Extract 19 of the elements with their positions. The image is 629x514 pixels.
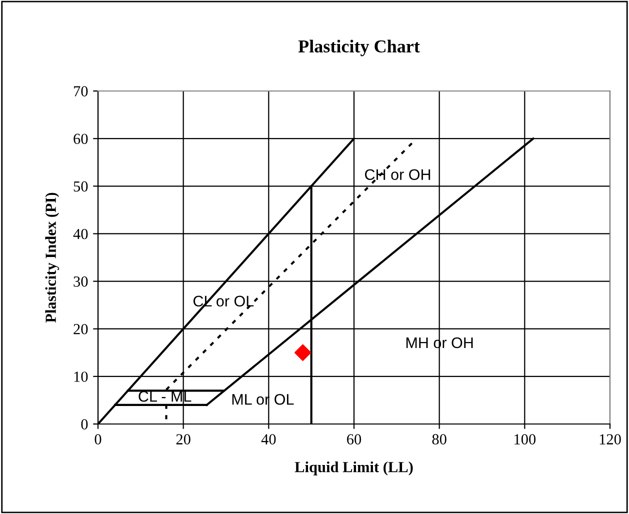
y-tick-label: 0: [81, 419, 88, 430]
x-tick-label: 40: [261, 434, 276, 444]
y-tick-label: 30: [74, 276, 88, 287]
x-tick-label: 80: [432, 434, 446, 444]
y-tick-label: 40: [73, 228, 88, 240]
chart-title: Plasticity Chart: [298, 40, 420, 56]
x-tick-label: 120: [600, 434, 621, 444]
x-tick-label: 100: [514, 434, 536, 444]
y-tick-label: 10: [74, 372, 88, 382]
y-tick-label: 70: [74, 86, 88, 96]
x-tick-label: 60: [347, 434, 362, 444]
y-tick-label: 60: [74, 134, 88, 144]
y-axis-title: Plasticity Index (PI): [45, 192, 60, 323]
x-tick-label: 0: [94, 434, 102, 444]
y-tick-label: 20: [74, 324, 88, 334]
x-tick-label: 20: [176, 434, 190, 444]
annotation: CH or OH: [365, 169, 430, 180]
x-axis-title: Liquid Limit (LL): [294, 461, 413, 476]
y-tick-label: 50: [74, 181, 88, 192]
